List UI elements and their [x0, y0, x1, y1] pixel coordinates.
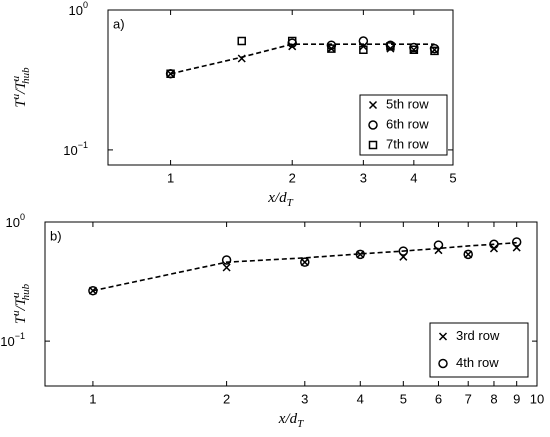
legend-marker — [368, 120, 378, 130]
marker — [463, 249, 473, 260]
x-tick-label: 2 — [289, 170, 296, 185]
panel-label: b) — [50, 228, 62, 243]
x-tick-label: 10 — [530, 391, 544, 406]
legend-box — [359, 94, 448, 156]
marker — [287, 36, 297, 46]
y-tick-label: 10−1 — [0, 331, 25, 349]
marker — [222, 263, 231, 272]
x-tick-label: 9 — [513, 391, 520, 406]
marker — [511, 237, 522, 247]
y-tick-label: 100 — [69, 0, 88, 18]
legend-box — [429, 322, 529, 378]
marker — [359, 45, 368, 54]
marker — [409, 45, 418, 54]
legend-marker — [368, 140, 378, 150]
tick-base: 10 — [0, 335, 14, 350]
x-tick-label: 8 — [490, 391, 497, 406]
marker — [355, 249, 366, 260]
marker — [237, 36, 246, 46]
tick-exp: −1 — [15, 331, 25, 341]
x-tick-label: 4 — [357, 391, 364, 406]
tick-exp: −1 — [78, 140, 88, 150]
marker — [464, 250, 473, 259]
fit-line — [92, 241, 517, 292]
marker — [358, 36, 369, 46]
tick-base: 10 — [63, 143, 77, 158]
label-part: u — [10, 292, 22, 298]
marker — [166, 69, 175, 79]
label-part: T — [13, 314, 29, 324]
marker — [88, 286, 97, 295]
marker — [300, 257, 310, 267]
x-tick-label: 5 — [449, 170, 456, 185]
label-part: x/d — [267, 190, 287, 206]
marker — [356, 250, 365, 259]
marker — [300, 258, 309, 267]
marker — [430, 46, 439, 56]
tick-exp: 0 — [83, 0, 88, 10]
x-tick-label: 3 — [301, 391, 308, 406]
x-tick-label: 2 — [223, 391, 230, 406]
panel-label: a) — [113, 16, 125, 31]
marker — [433, 240, 444, 250]
marker — [489, 239, 499, 250]
x-axis-label: x/dT — [267, 190, 293, 208]
label-part: u — [10, 310, 22, 316]
label-part: hub — [20, 67, 32, 84]
legend-marker — [438, 358, 448, 369]
label-part: /T — [13, 80, 29, 95]
label-part: T — [13, 98, 29, 108]
label-part: x/d — [278, 411, 298, 427]
marker — [398, 246, 409, 256]
legend-label: 7th row — [386, 136, 429, 151]
x-tick-label: 4 — [410, 170, 417, 185]
x-axis-label: x/dT — [278, 411, 304, 429]
label-part: u — [10, 93, 22, 99]
tick-base: 10 — [69, 3, 83, 18]
x-tick-label: 1 — [167, 170, 174, 185]
label-part: T — [297, 418, 304, 430]
fit-line — [170, 43, 435, 75]
marker — [327, 44, 336, 53]
tick-exp: 0 — [20, 212, 25, 222]
x-tick-label: 3 — [360, 170, 367, 185]
marker — [409, 45, 419, 54]
legend-marker — [438, 332, 448, 341]
plot-frame — [44, 221, 538, 387]
y-tick-label: 100 — [6, 212, 25, 230]
marker — [166, 69, 175, 78]
legend-label: 6th row — [386, 116, 429, 131]
label-part: /T — [13, 296, 29, 311]
x-tick-label: 7 — [465, 391, 472, 406]
marker — [221, 255, 232, 265]
x-tick-label: 6 — [435, 391, 442, 406]
label-part: u — [10, 75, 22, 81]
marker — [88, 285, 98, 296]
label-part: hub — [20, 283, 32, 300]
legend-marker — [368, 100, 378, 110]
x-tick-label: 5 — [400, 391, 407, 406]
y-axis-label: Tu/Tuhub — [10, 283, 32, 324]
legend-label: 5th row — [386, 96, 429, 111]
label-part: T — [287, 197, 294, 209]
tick-base: 10 — [6, 215, 20, 230]
marker — [386, 42, 395, 51]
x-tick-label: 1 — [89, 391, 96, 406]
marker — [237, 54, 246, 63]
legend-label: 4th row — [456, 355, 499, 370]
y-tick-label: 10−1 — [63, 140, 88, 158]
plot-frame — [107, 9, 454, 166]
legend-label: 3rd row — [456, 328, 500, 343]
y-axis-label: Tu/Tuhub — [10, 67, 32, 108]
